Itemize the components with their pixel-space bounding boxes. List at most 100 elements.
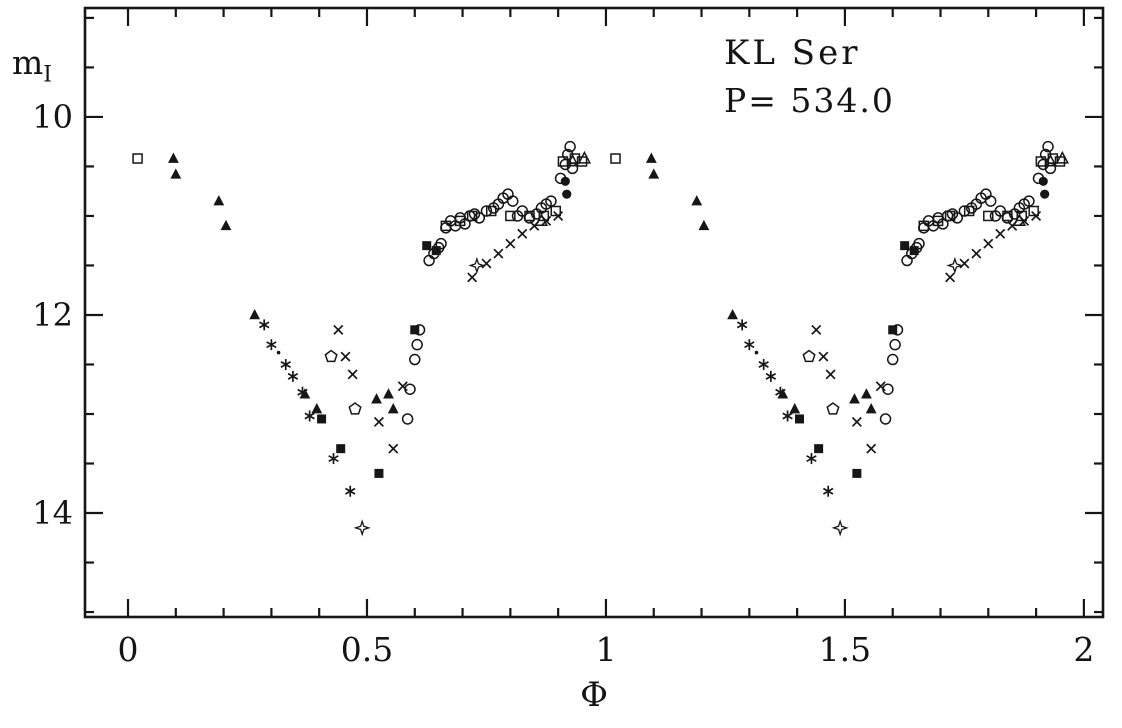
data-point-cross: [505, 238, 516, 249]
data-point-open-square: [963, 205, 975, 217]
data-point-cross: [493, 248, 504, 259]
data-point-open-square: [485, 205, 497, 217]
data-point-open-pentagon: [802, 349, 816, 363]
plot-frame: [83, 6, 1105, 619]
data-point-filled-triangle: [648, 168, 660, 179]
data-point-open-triangle: [534, 213, 549, 226]
axis-ticks: [85, 8, 1103, 617]
data-point-cross: [553, 210, 564, 221]
data-point-open-circle: [1042, 140, 1054, 153]
data-point-open-circle: [480, 205, 493, 217]
data-point-cross: [373, 416, 384, 427]
data-point-open-circle: [473, 212, 486, 224]
data-point-open-circle: [913, 237, 925, 250]
data-point-open-circle: [882, 383, 894, 395]
data-point-open-circle: [1023, 195, 1035, 207]
data-point-cross: [811, 324, 822, 335]
data-point-open-circle: [1044, 162, 1057, 175]
data-point-asterisk: [345, 485, 356, 497]
data-point-filled-square: [317, 414, 327, 424]
series-cross: [333, 210, 1042, 454]
data-point-cross: [995, 228, 1006, 239]
data-point-filled-triangle: [698, 219, 710, 231]
data-point-filled-square: [888, 325, 898, 335]
data-point-asterisk: [736, 319, 748, 331]
data-point-open-triangle: [577, 150, 592, 164]
data-point-asterisk: [758, 358, 769, 370]
data-point-filled-triangle: [311, 403, 323, 414]
data-point-open-triangle: [1055, 150, 1070, 164]
data-point-dot: [754, 350, 759, 355]
data-point-asterisk: [328, 453, 339, 465]
data-point-open-pentagon: [348, 402, 362, 415]
data-point-open-square: [610, 153, 621, 164]
data-point-open-circle: [889, 338, 901, 351]
data-point-open-circle: [951, 212, 963, 224]
data-point-cross: [875, 381, 886, 392]
data-point-cross: [959, 258, 970, 269]
data-point-filled-triangle: [691, 195, 703, 206]
data-point-filled-triangle: [789, 403, 801, 414]
data-point-open-square: [1028, 205, 1039, 217]
data-point-filled-triangle: [865, 403, 877, 414]
data-point-open-triangle: [1012, 213, 1027, 226]
x-axis-label: Φ: [580, 675, 608, 715]
data-point-filled-triangle: [849, 393, 860, 404]
data-point-open-pentagon: [826, 402, 840, 415]
data-point-four-point-star: [353, 519, 371, 537]
data-point-cross: [333, 324, 344, 335]
y-axis-label-base: m: [12, 43, 44, 82]
data-point-open-circle: [879, 413, 892, 425]
data-point-open-circle: [404, 383, 416, 395]
x-tick-label: 2: [1073, 630, 1094, 669]
data-point-filled-square: [795, 414, 805, 424]
data-point-filled-square: [909, 246, 919, 256]
data-point-open-triangle: [1043, 153, 1058, 167]
data-point-cross: [851, 416, 862, 427]
period-annotation: P= 534.0: [724, 81, 895, 120]
data-point-filled-triangle: [220, 219, 232, 231]
x-tick-label: 0.5: [341, 630, 393, 669]
data-point-four-point-star: [468, 256, 486, 275]
data-point-filled-square: [431, 246, 441, 256]
data-point-open-triangle: [565, 153, 580, 167]
data-point-cross: [971, 248, 982, 259]
data-point-asterisk: [744, 339, 755, 351]
data-point-cross: [818, 351, 829, 362]
data-point-open-circle: [564, 140, 576, 153]
series-filled-circle: [560, 176, 1050, 199]
data-point-cross: [340, 351, 351, 362]
data-point-cross: [397, 381, 408, 392]
data-point-filled-triangle: [170, 168, 182, 179]
data-point-filled-square: [852, 468, 862, 478]
series-asterisk: [259, 319, 834, 497]
data-point-open-circle: [423, 254, 435, 267]
data-point-four-point-star: [946, 256, 964, 275]
data-point-filled-triangle: [168, 152, 179, 163]
data-point-open-circle: [507, 195, 519, 207]
data-point-cross: [983, 238, 994, 249]
x-tick-label: 0: [118, 630, 139, 669]
y-tick-label: 10: [32, 98, 73, 136]
data-point-open-circle: [886, 353, 899, 366]
data-point-open-circle: [440, 222, 452, 234]
data-point-filled-circle: [562, 189, 572, 199]
data-point-asterisk: [765, 370, 777, 382]
x-tick-label: 1: [595, 630, 616, 669]
data-point-cross: [825, 369, 836, 380]
series-open-pentagon: [324, 349, 840, 415]
data-point-asterisk: [287, 370, 299, 382]
data-point-cross: [388, 443, 399, 454]
data-point-filled-triangle: [371, 393, 382, 404]
data-point-cross: [481, 258, 492, 269]
data-point-asterisk: [775, 386, 786, 398]
series-open-triangle: [534, 150, 1070, 226]
data-point-cross: [347, 369, 358, 380]
data-point-open-circle: [516, 205, 529, 217]
data-point-asterisk: [304, 410, 315, 422]
data-point-filled-triangle: [727, 308, 739, 320]
data-point-open-square: [132, 153, 143, 164]
data-point-filled-square: [422, 241, 432, 251]
